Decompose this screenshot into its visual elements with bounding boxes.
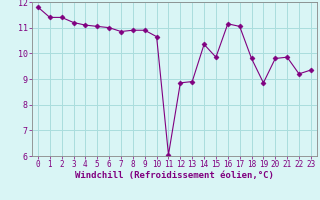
X-axis label: Windchill (Refroidissement éolien,°C): Windchill (Refroidissement éolien,°C) <box>75 171 274 180</box>
